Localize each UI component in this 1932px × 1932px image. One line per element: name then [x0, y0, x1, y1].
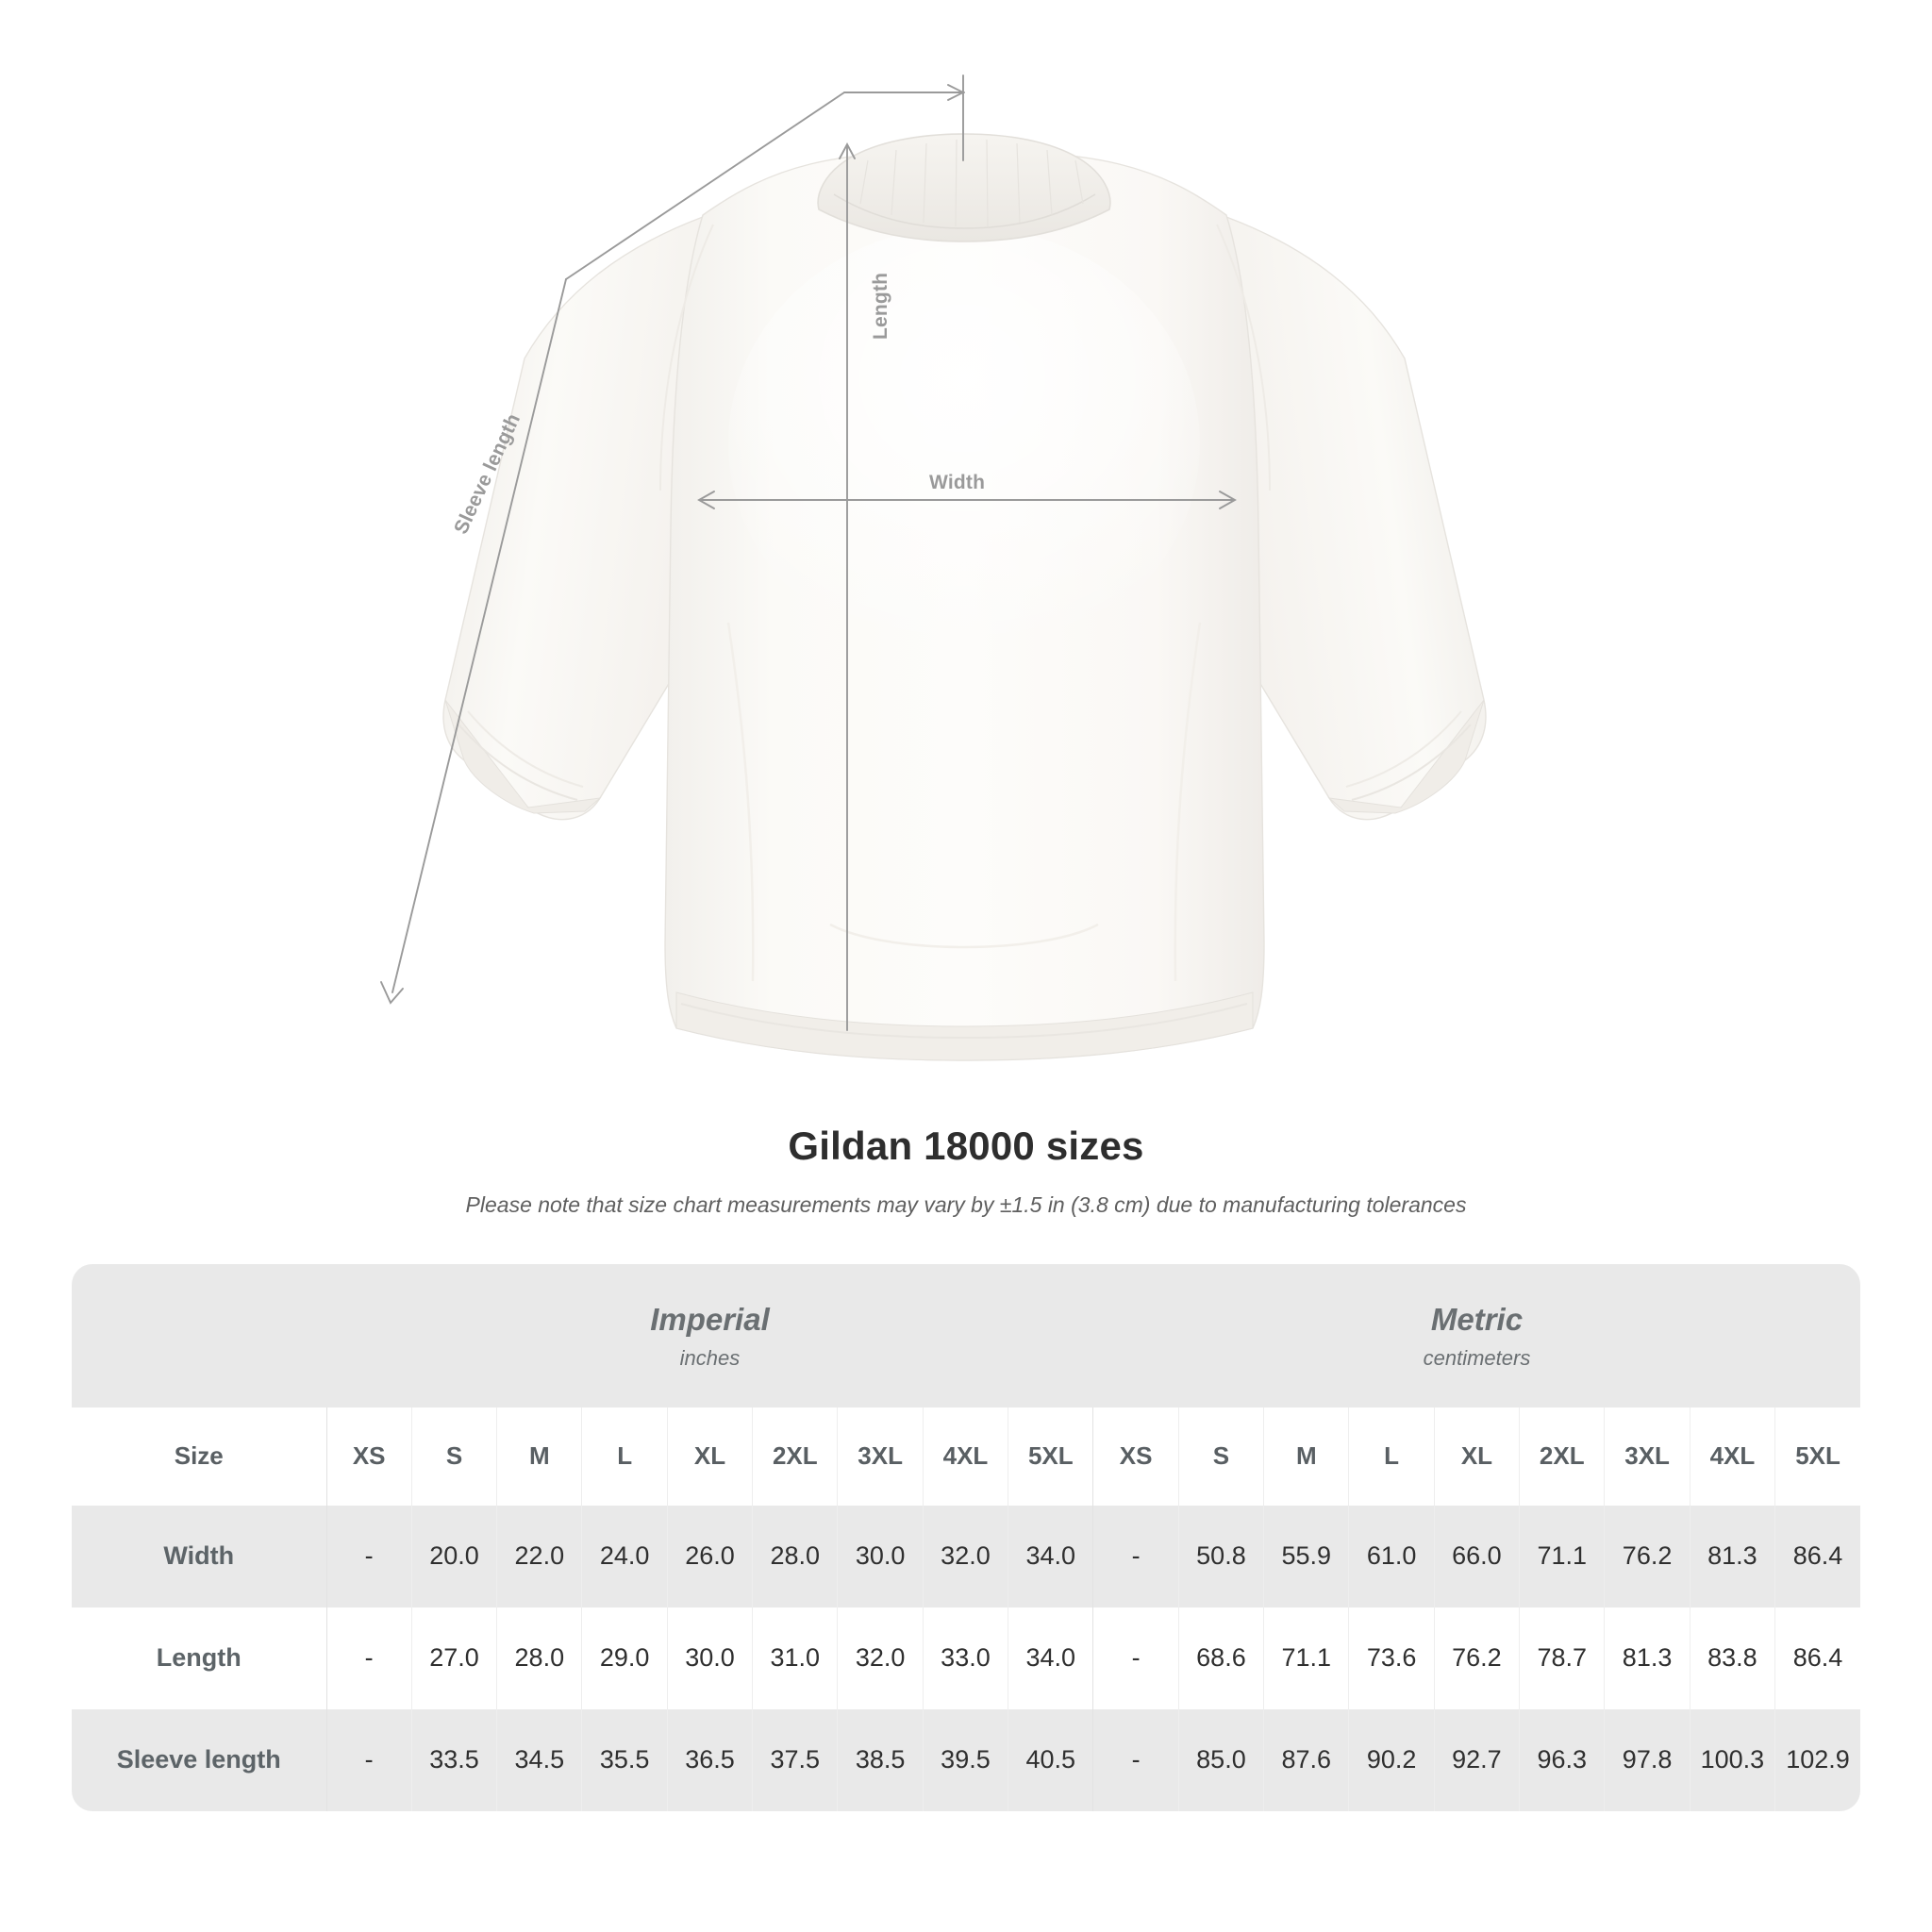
cell-sleeve-length-imperial-l: 35.5	[581, 1708, 668, 1811]
size-header-imperial-s: S	[410, 1407, 497, 1506]
cell-width-metric-4xl: 81.3	[1689, 1505, 1775, 1607]
cell-sleeve-length-imperial-5xl: 40.5	[1008, 1708, 1093, 1811]
cell-width-imperial-5xl: 34.0	[1008, 1505, 1093, 1607]
length-annotation-label: Length	[870, 272, 891, 340]
unit-header-spacer	[72, 1263, 326, 1407]
cell-length-imperial-2xl: 31.0	[752, 1607, 838, 1709]
cell-length-metric-s: 68.6	[1177, 1607, 1264, 1709]
cell-sleeve-length-imperial-xl: 36.5	[666, 1708, 753, 1811]
unit-group-name: Imperial	[650, 1301, 770, 1337]
cell-sleeve-length-metric-m: 87.6	[1263, 1708, 1349, 1811]
size-header-row: Size XS S M L XL 2XL 3XL 4XL 5XL XS S M L XL 2XL 3XL 4XL 5…	[72, 1407, 1860, 1506]
cell-length-imperial-5xl: 34.0	[1008, 1607, 1093, 1709]
cell-width-metric-s: 50.8	[1177, 1505, 1264, 1607]
size-header-metric-4xl: 4XL	[1689, 1407, 1775, 1506]
size-header-imperial-3xl: 3XL	[837, 1407, 924, 1506]
cell-length-metric-4xl: 83.8	[1689, 1607, 1775, 1709]
cell-sleeve-length-metric-3xl: 97.8	[1604, 1708, 1690, 1811]
cell-length-imperial-3xl: 32.0	[837, 1607, 924, 1709]
cell-sleeve-length-imperial-4xl: 39.5	[922, 1708, 1008, 1811]
cell-sleeve-length-metric-2xl: 96.3	[1519, 1708, 1605, 1811]
cell-length-metric-3xl: 81.3	[1604, 1607, 1690, 1709]
cell-width-metric-2xl: 71.1	[1519, 1505, 1605, 1607]
garment-diagram: Length Width Sleeve length	[380, 75, 1487, 1061]
size-header-label: Size	[72, 1407, 326, 1506]
cell-length-imperial-xl: 30.0	[666, 1607, 753, 1709]
size-header-imperial-m: M	[496, 1407, 582, 1506]
cell-sleeve-length-imperial-s: 33.5	[410, 1708, 497, 1811]
cell-sleeve-length-metric-l: 90.2	[1348, 1708, 1435, 1811]
unit-group-name: Metric	[1430, 1301, 1524, 1337]
cell-width-imperial-3xl: 30.0	[837, 1505, 924, 1607]
size-header-imperial-4xl: 4XL	[922, 1407, 1008, 1506]
size-header-imperial-2xl: 2XL	[752, 1407, 838, 1506]
table-row: Sleeve length -33.5 34.5 35.5 36.5 37.5 38.5 39…	[72, 1708, 1860, 1811]
row-label-length: Length	[72, 1607, 326, 1709]
table-row: Length -27.0 28.0 29.0 30.0 31.0 32.0 33.0 34.0-…	[72, 1607, 1860, 1709]
cell-width-metric-xl: 66.0	[1433, 1505, 1520, 1607]
cell-width-imperial-l: 24.0	[581, 1505, 668, 1607]
table-row: Width -20.0 22.0 24.0 26.0 28.0 30.0 32.0 34.0-5…	[72, 1505, 1860, 1607]
cell-length-metric-xs: -	[1092, 1607, 1179, 1709]
cell-sleeve-length-imperial-m: 34.5	[496, 1708, 582, 1811]
cell-length-imperial-l: 29.0	[581, 1607, 668, 1709]
cell-sleeve-length-imperial-3xl: 38.5	[837, 1708, 924, 1811]
cell-length-imperial-4xl: 33.0	[922, 1607, 1008, 1709]
cell-width-imperial-xl: 26.0	[666, 1505, 753, 1607]
cell-length-metric-xl: 76.2	[1433, 1607, 1520, 1709]
unit-group-imperial: Imperial inches	[326, 1263, 1093, 1407]
cell-width-metric-3xl: 76.2	[1604, 1505, 1690, 1607]
size-header-metric-xl: XL	[1433, 1407, 1520, 1506]
cell-width-imperial-s: 20.0	[410, 1505, 497, 1607]
size-chart-table: Imperial inches Metric centimeters Size XS S M L…	[72, 1263, 1860, 1811]
cell-width-metric-5xl: 86.4	[1774, 1505, 1860, 1607]
size-header-imperial-5xl: 5XL	[1008, 1407, 1093, 1506]
cell-sleeve-length-metric-xl: 92.7	[1433, 1708, 1520, 1811]
unit-group-metric: Metric centimeters	[1092, 1263, 1860, 1407]
sweatshirt-illustration	[380, 75, 1487, 1061]
size-header-imperial-l: L	[581, 1407, 668, 1506]
cell-sleeve-length-metric-5xl: 102.9	[1774, 1708, 1860, 1811]
size-header-metric-2xl: 2XL	[1519, 1407, 1605, 1506]
cell-width-metric-l: 61.0	[1348, 1505, 1435, 1607]
cell-length-metric-2xl: 78.7	[1519, 1607, 1605, 1709]
cell-length-metric-m: 71.1	[1263, 1607, 1349, 1709]
cell-length-metric-l: 73.6	[1348, 1607, 1435, 1709]
size-header-metric-l: L	[1348, 1407, 1435, 1506]
size-header-imperial-xs: XS	[325, 1407, 412, 1506]
cell-width-metric-m: 55.9	[1263, 1505, 1349, 1607]
cell-length-imperial-s: 27.0	[410, 1607, 497, 1709]
cell-width-imperial-m: 22.0	[496, 1505, 582, 1607]
cell-sleeve-length-metric-xs: -	[1092, 1708, 1179, 1811]
size-header-imperial-xl: XL	[666, 1407, 753, 1506]
cell-width-imperial-2xl: 28.0	[752, 1505, 838, 1607]
unit-group-header-row: Imperial inches Metric centimeters	[72, 1263, 1860, 1407]
cell-width-imperial-xs: -	[325, 1505, 412, 1607]
tolerance-note: Please note that size chart measurements…	[465, 1192, 1467, 1218]
size-table-wrapper: Imperial inches Metric centimeters Size XS S M L…	[72, 1263, 1860, 1811]
cell-width-imperial-4xl: 32.0	[922, 1505, 1008, 1607]
page-title: Gildan 18000 sizes	[788, 1124, 1144, 1168]
unit-group-unit: centimeters	[1423, 1346, 1531, 1371]
cell-length-metric-5xl: 86.4	[1774, 1607, 1860, 1709]
cell-sleeve-length-metric-4xl: 100.3	[1689, 1708, 1775, 1811]
cell-length-imperial-m: 28.0	[496, 1607, 582, 1709]
width-annotation-label: Width	[929, 472, 986, 493]
cell-width-metric-xs: -	[1092, 1505, 1179, 1607]
size-header-metric-xs: XS	[1092, 1407, 1179, 1506]
row-label-width: Width	[72, 1505, 326, 1607]
row-label-sleeve-length: Sleeve length	[72, 1708, 326, 1811]
size-header-metric-5xl: 5XL	[1774, 1407, 1860, 1506]
size-header-metric-3xl: 3XL	[1604, 1407, 1690, 1506]
size-header-metric-s: S	[1177, 1407, 1264, 1506]
cell-sleeve-length-imperial-xs: -	[325, 1708, 412, 1811]
cell-sleeve-length-imperial-2xl: 37.5	[752, 1708, 838, 1811]
title-block: Gildan 18000 sizes Please note that size…	[0, 1124, 1932, 1219]
unit-group-unit: inches	[679, 1346, 741, 1371]
cell-length-imperial-xs: -	[325, 1607, 412, 1709]
size-header-metric-m: M	[1263, 1407, 1349, 1506]
cell-sleeve-length-metric-s: 85.0	[1177, 1708, 1264, 1811]
